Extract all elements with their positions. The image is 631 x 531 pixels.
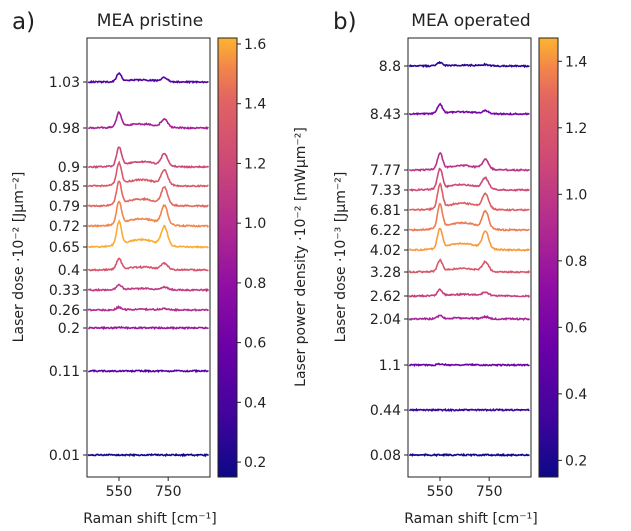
y-tick-label: 1.1	[379, 358, 401, 374]
y-tick-label: 0.79	[49, 199, 80, 215]
spectrum-line	[87, 160, 209, 188]
spectrum-line	[87, 452, 210, 458]
y-tick-label: 8.43	[370, 107, 401, 123]
spectrum-line	[408, 227, 531, 252]
spectrum-line	[87, 180, 209, 208]
spectrum-line	[87, 71, 209, 85]
spectrum-line	[88, 111, 209, 131]
panel-b-x-axis-label: Raman shift [cm⁻¹]	[404, 511, 537, 527]
panel-a-title: MEA pristine	[97, 11, 203, 31]
colorbar-tick-label: 1.2	[244, 156, 266, 172]
y-tick-label: 7.77	[370, 163, 401, 179]
x-tick-label: 550	[427, 484, 454, 500]
panel-b-spectra	[408, 60, 531, 458]
spectrum-line	[408, 362, 530, 368]
colorbar-tick-label: 1.0	[565, 187, 587, 203]
panel-b-colorbar	[538, 37, 559, 478]
spectrum-line	[87, 283, 210, 293]
colorbar-tick-label: 1.6	[244, 37, 266, 53]
colorbar-tick-label: 0.2	[565, 453, 587, 469]
y-tick-label: 7.33	[370, 183, 401, 199]
spectrum-line	[408, 314, 531, 321]
y-tick-label: 0.01	[49, 448, 80, 464]
panel-b-colorbar-ticks: 0.2 0.4 0.6 0.8 1.0 1.2 1.4	[558, 54, 587, 469]
spectrum-line	[408, 258, 531, 274]
panel-a-spectra	[87, 71, 210, 458]
colorbar-tick-label: 0.4	[244, 395, 266, 411]
y-tick-label: 0.08	[370, 448, 401, 464]
y-tick-label: 4.02	[370, 243, 401, 259]
y-tick-label: 0.72	[49, 219, 80, 235]
spectrum-line	[88, 368, 209, 374]
spectrum-line	[408, 203, 530, 232]
colorbar-tick-label: 1.4	[565, 54, 587, 70]
spectrum-line	[87, 200, 210, 229]
panel-b-y-axis-label: Laser dose ·10⁻³ [Jμm⁻²]	[333, 172, 349, 343]
spectrum-line	[88, 219, 209, 249]
y-tick-label: 8.8	[379, 59, 401, 75]
spectrum-line	[409, 452, 530, 458]
panel-b-y-ticks: 0.08 0.44 1.1 2.04 2.62 3.28 4.02 6.22 6.81 7.33 7…	[370, 59, 408, 464]
panel-a-y-axis-label: Laser dose ·10⁻² [Jμm⁻²]	[11, 172, 27, 343]
spectrum-line	[87, 304, 210, 313]
y-tick-label: 0.2	[58, 321, 80, 337]
colorbar-tick-label: 0.8	[244, 276, 266, 292]
y-tick-label: 6.22	[370, 223, 401, 239]
spectrum-line	[409, 167, 530, 193]
y-tick-label: 0.98	[49, 121, 80, 137]
colorbar-tick-label: 0.2	[244, 455, 266, 471]
y-tick-label: 0.9	[58, 160, 80, 176]
y-tick-label: 0.11	[49, 364, 80, 380]
y-tick-label: 2.04	[370, 312, 401, 328]
panel-a-colorbar-ticks: 0.2 0.4 0.6 0.8 1.0 1.2 1.4 1.6	[237, 37, 266, 471]
panel-b-title: MEA operated	[411, 11, 530, 31]
spectrum-line	[408, 407, 530, 413]
colorbar-tick-label: 0.4	[565, 387, 587, 403]
y-tick-label: 0.4	[58, 263, 80, 279]
panel-a-plot-frame	[86, 37, 211, 478]
panel-b: b) MEA operated 0.08 0.44 1.1 2.04 2.62 3.28 4…	[333, 9, 587, 527]
panel-a-colorbar-label: Laser power density ·10⁻² [mWμm⁻²]	[293, 127, 309, 387]
panel-b-plot-frame	[407, 37, 532, 478]
panel-a-x-ticks: 550 750	[106, 477, 182, 500]
colorbar-tick-label: 0.8	[565, 254, 587, 270]
x-tick-label: 750	[476, 484, 503, 500]
spectrum-line	[408, 102, 530, 116]
x-tick-label: 550	[106, 484, 133, 500]
colorbar-tick-label: 1.0	[244, 216, 266, 232]
spectrum-line	[408, 60, 530, 69]
y-tick-label: 0.65	[49, 240, 80, 256]
panel-a: a) MEA pristine 0.010.110.20.260.330.40.…	[11, 9, 309, 527]
panel-a-y-ticks: 0.01 0.11 0.2 0.26 0.33 0.4 0.65 0.72 0.79 0.85 0.…	[49, 75, 87, 464]
panel-a-x-axis-label: Raman shift [cm⁻¹]	[83, 511, 216, 527]
y-tick-label: 2.62	[370, 289, 401, 305]
spectrum-line	[88, 325, 209, 331]
colorbar-tick-label: 1.4	[244, 97, 266, 113]
y-tick-label: 3.28	[370, 265, 401, 281]
y-tick-label: 0.26	[49, 303, 80, 319]
y-tick-label: 0.33	[49, 283, 80, 299]
panel-b-x-ticks: 550 750	[427, 477, 503, 500]
y-tick-label: 6.81	[370, 203, 401, 219]
panel-a-colorbar	[217, 37, 238, 478]
colorbar-tick-label: 0.6	[565, 320, 587, 336]
panel-a-label: a)	[12, 9, 35, 35]
colorbar-tick-label: 0.6	[244, 336, 266, 352]
y-tick-label: 0.85	[49, 179, 80, 195]
spectrum-line	[408, 182, 530, 212]
y-tick-label: 1.03	[49, 75, 80, 91]
x-tick-label: 750	[155, 484, 182, 500]
spectrum-line	[408, 151, 531, 172]
spectrum-line	[408, 288, 531, 299]
y-tick-label: 0.44	[370, 403, 401, 419]
colorbar-tick-label: 1.2	[565, 121, 587, 137]
spectrum-line	[87, 257, 209, 272]
panel-b-label: b)	[333, 9, 357, 35]
spectrum-line	[88, 146, 210, 169]
